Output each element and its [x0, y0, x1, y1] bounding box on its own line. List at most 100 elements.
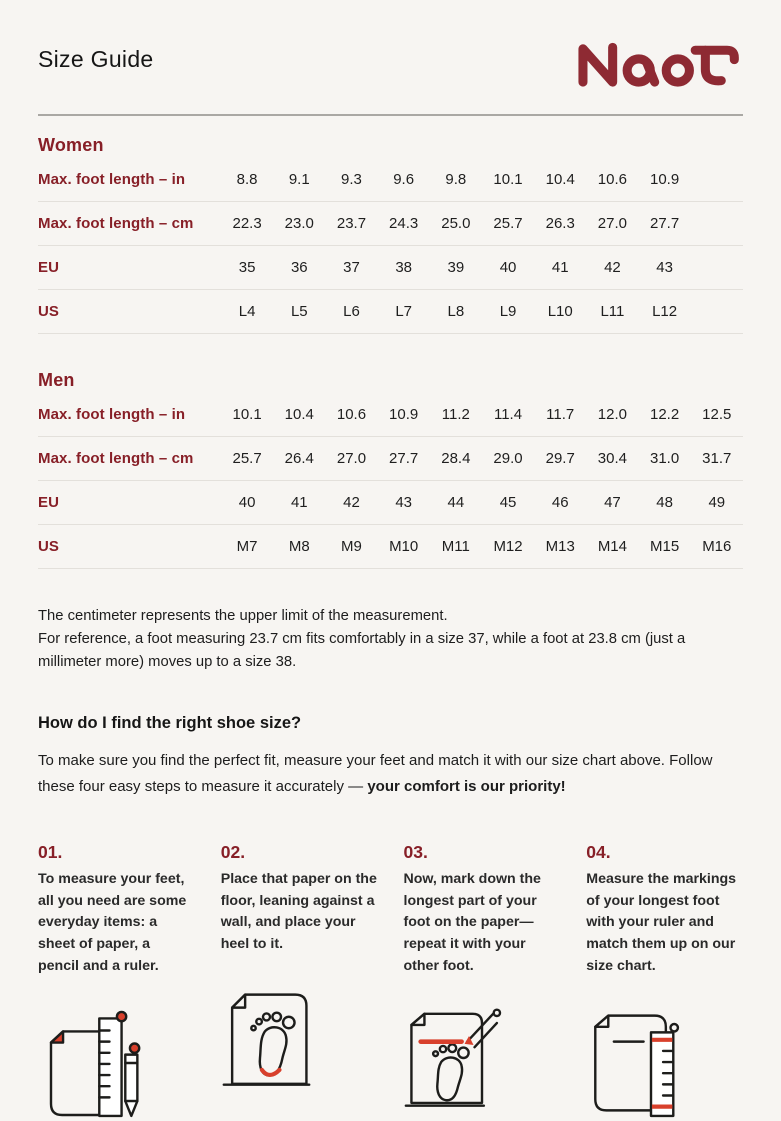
naot-logo-icon — [575, 40, 743, 88]
step-2-number: 02. — [220, 841, 246, 862]
size-value: 28.4 — [441, 450, 471, 467]
size-value: L10 — [547, 303, 573, 320]
size-value: L4 — [238, 303, 256, 320]
row-label: EU — [38, 259, 60, 276]
table-row: US M7 M8 M9 M10 M11 M12 M13 M14 M15 M16 — [38, 525, 743, 569]
size-value: 26.4 — [284, 450, 314, 467]
size-value: M10 — [389, 538, 419, 555]
size-value: 10.9 — [649, 171, 680, 188]
size-value: 24.3 — [389, 215, 419, 232]
size-value: 10.1 — [493, 171, 523, 188]
size-value: 35 — [238, 259, 256, 276]
size-value: 42 — [604, 259, 621, 276]
size-value: 10.1 — [232, 406, 262, 423]
size-value: L11 — [600, 303, 625, 320]
size-value: 11.7 — [546, 406, 575, 423]
howto-heading: How do I find the right shoe size? — [38, 714, 302, 733]
size-value: 26.3 — [545, 215, 575, 232]
size-value: 43 — [395, 494, 412, 511]
size-value: 29.0 — [493, 450, 523, 467]
row-label: US — [38, 538, 60, 555]
row-label: Max. foot length – cm — [38, 215, 194, 232]
table-row: EU 40 41 42 43 44 45 46 47 48 49 — [38, 481, 743, 525]
size-value: 37 — [343, 259, 360, 276]
table-row: EU 35 36 37 38 39 40 41 42 43 — [38, 246, 743, 290]
size-value: 9.8 — [445, 171, 467, 188]
size-value: 40 — [238, 494, 256, 511]
women-size-table: Max. foot length – in 8.8 9.1 9.3 9.6 9.8 10.1… — [38, 158, 743, 334]
note-line-1: The centimeter represents the upper limi… — [38, 608, 448, 624]
size-value: 40 — [499, 259, 517, 276]
size-value: M12 — [493, 538, 523, 555]
size-value: 27.0 — [597, 215, 627, 232]
size-value: 47 — [604, 494, 621, 511]
size-value: 49 — [708, 494, 726, 511]
howto-intro: To make sure you find the perfect fit, m… — [38, 748, 728, 800]
size-value: 25.0 — [441, 215, 471, 232]
size-value: 45 — [499, 494, 517, 511]
paper-footprint-heel-icon — [221, 984, 378, 1100]
size-value: 25.7 — [493, 215, 523, 232]
size-value: 27.7 — [389, 450, 419, 467]
size-value: 46 — [551, 494, 569, 511]
size-value: 11.2 — [441, 406, 470, 423]
size-value: 9.3 — [341, 171, 362, 188]
size-value: L7 — [395, 303, 412, 320]
men-section-heading: Men — [38, 370, 75, 390]
size-value: 12.5 — [702, 406, 732, 423]
step-3: 03. Now, mark down the longest part of y… — [404, 842, 561, 1121]
size-value: 27.0 — [336, 450, 367, 467]
size-value: 12.0 — [597, 406, 627, 423]
step-1-text: To measure your feet, all you need are s… — [38, 870, 187, 974]
table-row: Max. foot length – in 8.8 9.1 9.3 9.6 9.8 10.1… — [38, 158, 743, 202]
size-value: L6 — [343, 303, 360, 320]
size-value: M13 — [545, 538, 575, 555]
size-value: M14 — [597, 538, 627, 555]
measuring-steps: 01. To measure your feet, all you need a… — [38, 842, 743, 1121]
size-value: L5 — [290, 303, 308, 320]
size-value: 9.1 — [288, 171, 310, 188]
table-row: Max. foot length – cm 22.3 23.0 23.7 24.3 25.… — [38, 202, 743, 246]
size-value: 36 — [290, 259, 308, 276]
size-value: L8 — [447, 303, 465, 320]
step-2-text: Place that paper on the floor, leaning a… — [220, 870, 377, 952]
paper-ruler-pencil-icon — [38, 1005, 195, 1121]
size-value: 27.7 — [649, 215, 680, 232]
size-value: 41 — [551, 259, 569, 276]
howto-intro-text: To make sure you find the perfect fit, m… — [38, 752, 713, 796]
row-label: Max. foot length – in — [38, 171, 186, 188]
men-size-table: Max. foot length – in 10.1 10.4 10.6 10.9 11.… — [38, 393, 743, 569]
size-value: 31.0 — [649, 450, 680, 467]
size-value: 29.7 — [545, 450, 575, 467]
size-value: 39 — [447, 259, 465, 276]
paper-ruler-marks-icon — [586, 1005, 743, 1121]
page-title: Size Guide — [38, 46, 154, 72]
header-divider — [38, 114, 743, 116]
size-value: 30.4 — [597, 450, 627, 467]
table-row: Max. foot length – cm 25.7 26.4 27.0 27.7 28.… — [38, 437, 743, 481]
step-1-number: 01. — [38, 841, 63, 862]
size-value: 42 — [343, 494, 360, 511]
step-3-text: Now, mark down the longest part of your … — [403, 870, 541, 974]
paper-footprint-mark-icon — [404, 1005, 561, 1121]
step-4-number: 04. — [586, 841, 611, 862]
women-section-heading: Women — [38, 135, 104, 155]
size-value: L9 — [499, 303, 517, 320]
header: Size Guide — [38, 40, 743, 88]
step-4-text: Measure the markings of your longest foo… — [586, 870, 737, 974]
step-4: 04. Measure the markings of your longest… — [586, 842, 743, 1121]
size-value: 8.8 — [236, 171, 258, 188]
size-value: 9.6 — [393, 171, 415, 188]
size-value: 22.3 — [232, 215, 262, 232]
size-value: 23.0 — [284, 215, 314, 232]
size-value: 10.4 — [545, 171, 575, 188]
step-1: 01. To measure your feet, all you need a… — [38, 842, 195, 1121]
row-label: Max. foot length – in — [38, 406, 186, 423]
size-value: 10.6 — [597, 171, 627, 188]
size-value: 11.4 — [493, 406, 523, 423]
step-3-number: 03. — [403, 841, 428, 862]
row-label: US — [38, 303, 60, 320]
size-value: 25.7 — [232, 450, 262, 467]
size-value: 12.2 — [649, 406, 680, 423]
